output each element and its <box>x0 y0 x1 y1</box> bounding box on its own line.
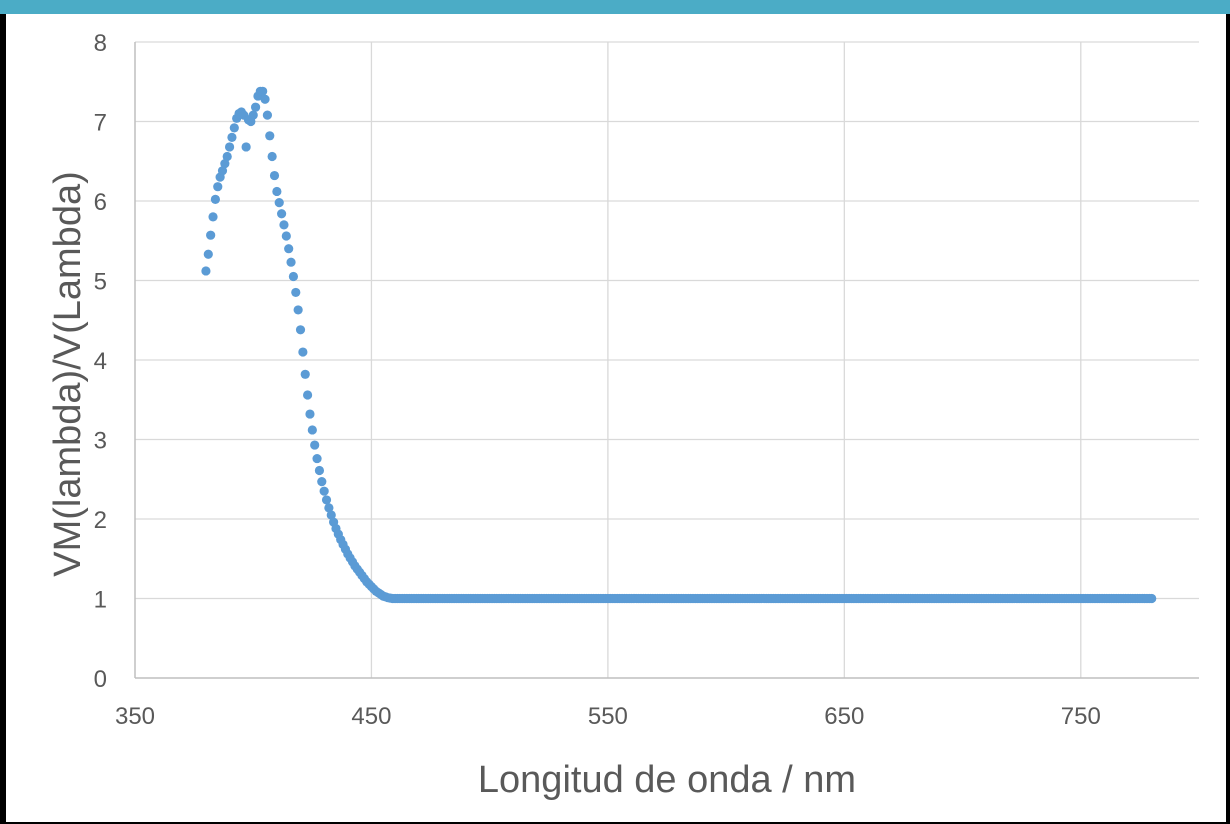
x-tick-label: 450 <box>351 703 391 730</box>
data-point <box>279 220 289 230</box>
data-point <box>213 182 223 192</box>
data-point <box>298 347 308 357</box>
data-point <box>284 244 294 254</box>
data-point <box>260 94 270 104</box>
y-tick-label: 7 <box>94 110 107 137</box>
y-tick-label: 8 <box>94 30 107 57</box>
data-point <box>300 369 310 379</box>
data-point <box>206 230 216 240</box>
y-tick-label: 5 <box>94 269 107 296</box>
data-point <box>241 142 251 152</box>
y-tick-label: 2 <box>94 507 107 534</box>
chart-area: 0 1 2 3 4 5 6 7 8 350 450 550 650 750 Longitud de ond… <box>6 14 1226 822</box>
data-point <box>291 287 301 298</box>
data-point <box>312 453 322 464</box>
data-point <box>217 166 228 176</box>
y-tick-label: 6 <box>94 189 107 216</box>
x-tick-label: 350 <box>115 703 155 730</box>
data-point <box>274 197 284 208</box>
data-point <box>281 231 291 241</box>
data-point <box>326 510 336 520</box>
scatter-chart: 0 1 2 3 4 5 6 7 8 350 450 550 650 750 Longitud de ond… <box>47 30 1199 801</box>
data-point <box>295 325 306 335</box>
y-axis-title: VM(lambda)/V(Lambda) <box>47 171 89 576</box>
data-point <box>321 495 332 505</box>
data-point <box>288 271 299 282</box>
data-point <box>262 110 273 120</box>
data-point <box>250 102 261 112</box>
data-points <box>201 86 1157 604</box>
data-point <box>307 425 317 435</box>
data-point <box>220 159 230 169</box>
data-point <box>265 131 275 141</box>
data-point <box>229 123 239 133</box>
data-point <box>269 170 280 181</box>
data-point <box>314 465 325 476</box>
tick-labels: 0 1 2 3 4 5 6 7 8 350 450 550 650 750 <box>94 30 1101 730</box>
data-point <box>277 209 287 219</box>
x-axis-title: Longitud de onda / nm <box>478 759 856 801</box>
data-point <box>1147 593 1157 604</box>
data-point <box>208 212 218 222</box>
data-point <box>258 86 268 96</box>
data-point <box>319 486 329 496</box>
data-point <box>310 440 320 450</box>
data-point <box>210 194 220 205</box>
data-point <box>267 151 277 162</box>
y-tick-label: 3 <box>94 428 107 455</box>
data-point <box>224 142 235 152</box>
data-point <box>324 503 334 513</box>
data-point <box>248 110 258 120</box>
x-tick-label: 750 <box>1061 703 1101 730</box>
y-tick-label: 0 <box>94 666 107 693</box>
x-tick-label: 550 <box>588 703 628 730</box>
y-tick-label: 1 <box>94 587 107 614</box>
data-point <box>272 186 282 197</box>
data-point <box>317 477 327 487</box>
data-point <box>227 132 237 142</box>
data-point <box>286 257 296 267</box>
axes <box>134 42 1199 679</box>
data-point <box>293 305 303 315</box>
data-point <box>305 409 315 419</box>
data-point <box>303 390 313 400</box>
data-point <box>201 266 211 276</box>
data-point <box>203 249 213 259</box>
window-top-band <box>0 0 1230 14</box>
data-point <box>222 151 232 162</box>
x-tick-label: 650 <box>824 703 864 730</box>
y-tick-label: 4 <box>94 348 107 375</box>
gridlines <box>135 41 1199 678</box>
